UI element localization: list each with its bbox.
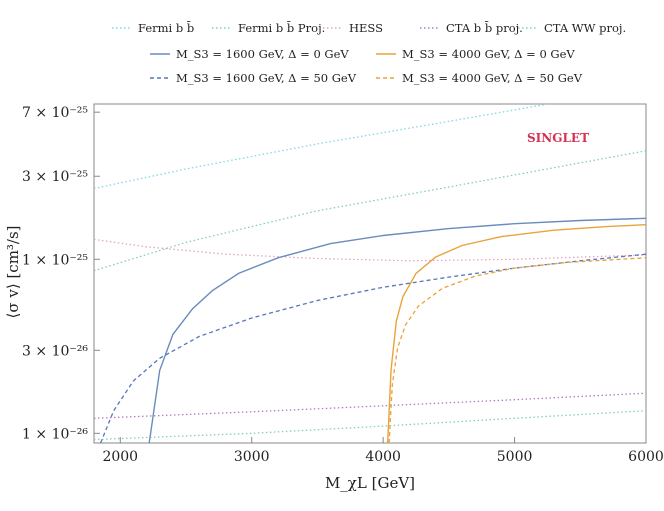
series-line-7 bbox=[387, 224, 646, 443]
series-line-2 bbox=[94, 150, 646, 272]
legend-label: CTA WW proj. bbox=[544, 21, 626, 35]
y-tick-label: 3 × 10⁻²⁶ bbox=[22, 343, 88, 359]
legend-label: CTA b b̄ proj. bbox=[446, 21, 523, 35]
series-line-3 bbox=[94, 238, 646, 262]
series-layer bbox=[94, 104, 646, 443]
legend-label: HESS bbox=[349, 21, 383, 35]
y-axis-title: ⟨σ v⟩ [cm³/s] bbox=[4, 225, 22, 318]
series-line-9 bbox=[388, 257, 646, 443]
legend-label: M_S3 = 1600 GeV, Δ = 0 GeV bbox=[176, 47, 349, 61]
y-tick-label: 1 × 10⁻²⁶ bbox=[22, 426, 88, 442]
y-tick-label: 3 × 10⁻²⁵ bbox=[22, 169, 88, 185]
series-line-4 bbox=[94, 392, 646, 419]
legend-label: M_S3 = 1600 GeV, Δ = 50 GeV bbox=[176, 71, 357, 85]
x-tick-label: 4000 bbox=[365, 449, 401, 465]
x-tick-label: 5000 bbox=[497, 449, 533, 465]
x-tick-label: 2000 bbox=[102, 449, 138, 465]
plot-frame bbox=[93, 103, 647, 444]
x-tick-label: 6000 bbox=[628, 449, 664, 465]
x-tick-label: 3000 bbox=[234, 449, 270, 465]
series-line-6 bbox=[148, 217, 646, 443]
legend: Fermi b b̄ Fermi b b̄ Proj. HESS CTA b b̄ p… bbox=[112, 21, 626, 85]
legend-label: M_S3 = 4000 GeV, Δ = 50 GeV bbox=[402, 71, 583, 85]
axes-layer: 2000 3000 4000 5000 6000 1 × 10⁻²⁶ 3 × 10⁻²⁶ 1 … bbox=[22, 105, 664, 465]
series-line-8 bbox=[99, 253, 646, 443]
legend-label: Fermi b b̄ bbox=[138, 21, 194, 35]
legend-label: Fermi b b̄ Proj. bbox=[238, 21, 325, 35]
singlet-annotation: SINGLET bbox=[527, 131, 589, 145]
legend-label: M_S3 = 4000 GeV, Δ = 0 GeV bbox=[402, 47, 575, 61]
y-tick-label: 7 × 10⁻²⁵ bbox=[22, 105, 88, 121]
x-axis-title: M_χL [GeV] bbox=[325, 474, 415, 492]
y-tick-label: 1 × 10⁻²⁵ bbox=[22, 252, 88, 268]
series-line-5 bbox=[94, 410, 646, 441]
